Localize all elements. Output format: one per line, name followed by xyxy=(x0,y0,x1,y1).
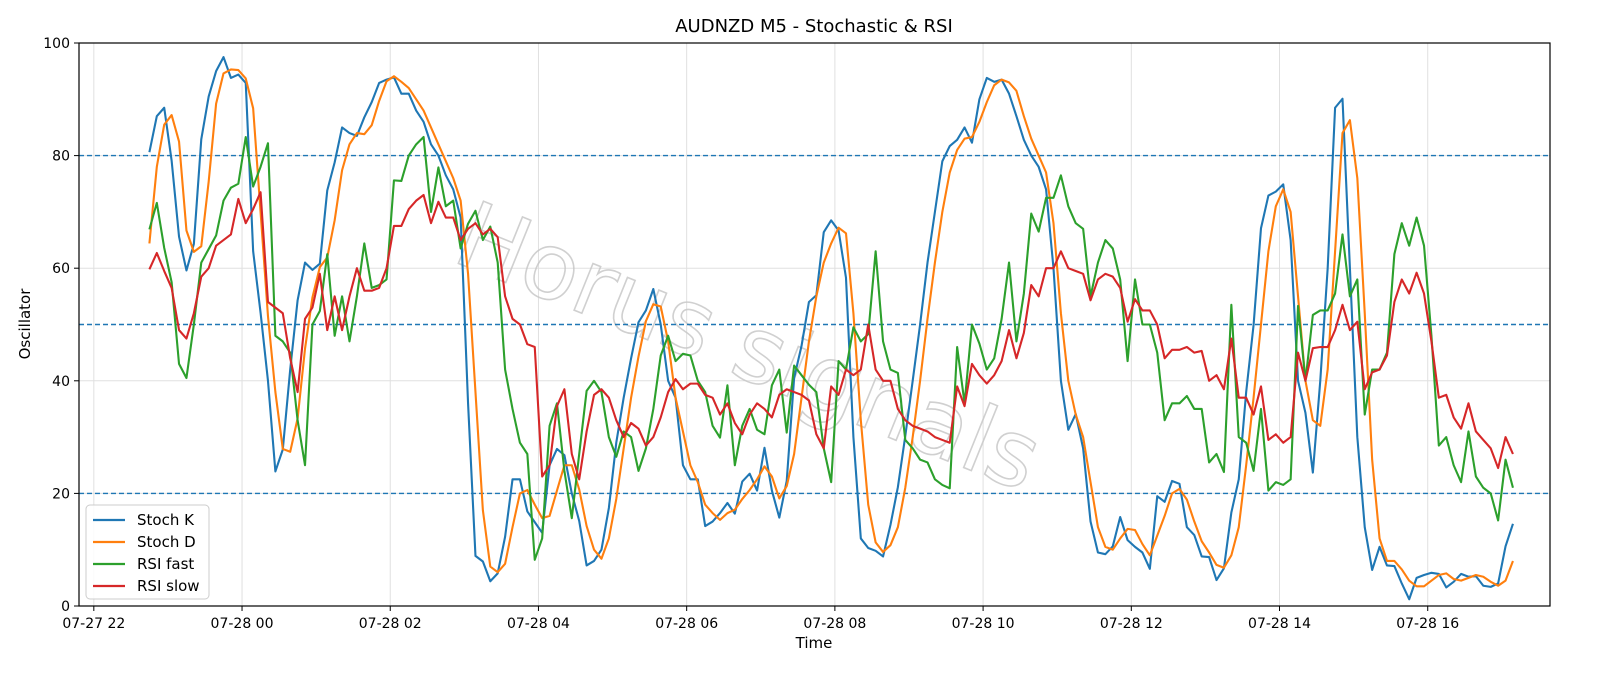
y-tick-label: 100 xyxy=(43,36,70,52)
x-tick-label: 07-28 06 xyxy=(655,616,718,632)
legend: Stoch K Stoch D RSI fast RSI slow xyxy=(85,504,210,600)
legend-label-rsi-slow: RSI slow xyxy=(137,577,200,595)
y-axis-title: Oscillator xyxy=(16,288,34,360)
y-tick-label: 60 xyxy=(52,261,70,277)
x-tick-label: 07-28 10 xyxy=(952,616,1015,632)
y-tick-label: 0 xyxy=(61,599,70,615)
x-tick-label: 07-28 14 xyxy=(1248,616,1311,632)
series-line-stoch-k xyxy=(148,56,1514,601)
y-tick-label: 80 xyxy=(52,149,70,165)
x-tick-label: 07-27 22 xyxy=(62,616,125,632)
series-line-rsi-slow xyxy=(148,191,1514,481)
x-tick-label: 07-28 04 xyxy=(507,616,570,632)
chart-title: AUDNZD M5 - Stochastic & RSI xyxy=(675,16,953,37)
x-tick-label: 07-28 08 xyxy=(803,616,866,632)
y-tick-label: 40 xyxy=(52,374,70,390)
y-tick-label: 20 xyxy=(52,486,70,502)
y-axis: 0 20 40 60 80 100 xyxy=(43,36,79,615)
x-tick-label: 07-28 12 xyxy=(1100,616,1163,632)
legend-label-stoch-d: Stoch D xyxy=(137,533,196,551)
legend-label-stoch-k: Stoch K xyxy=(137,511,195,529)
plot-frame xyxy=(78,42,1551,607)
x-tick-label: 07-28 02 xyxy=(359,616,422,632)
series-line-rsi-fast xyxy=(148,135,1514,561)
x-axis: 07-27 22 07-28 00 07-28 02 07-28 04 07-28 06… xyxy=(62,606,1459,632)
legend-label-rsi-fast: RSI fast xyxy=(137,555,194,573)
x-tick-label: 07-28 16 xyxy=(1396,616,1459,632)
series-lines xyxy=(148,56,1514,601)
series-line-stoch-d xyxy=(148,68,1514,588)
legend-box xyxy=(85,504,210,600)
x-axis-title: Time xyxy=(795,634,833,652)
reference-lines xyxy=(79,154,1550,495)
x-tick-label: 07-28 00 xyxy=(211,616,274,632)
